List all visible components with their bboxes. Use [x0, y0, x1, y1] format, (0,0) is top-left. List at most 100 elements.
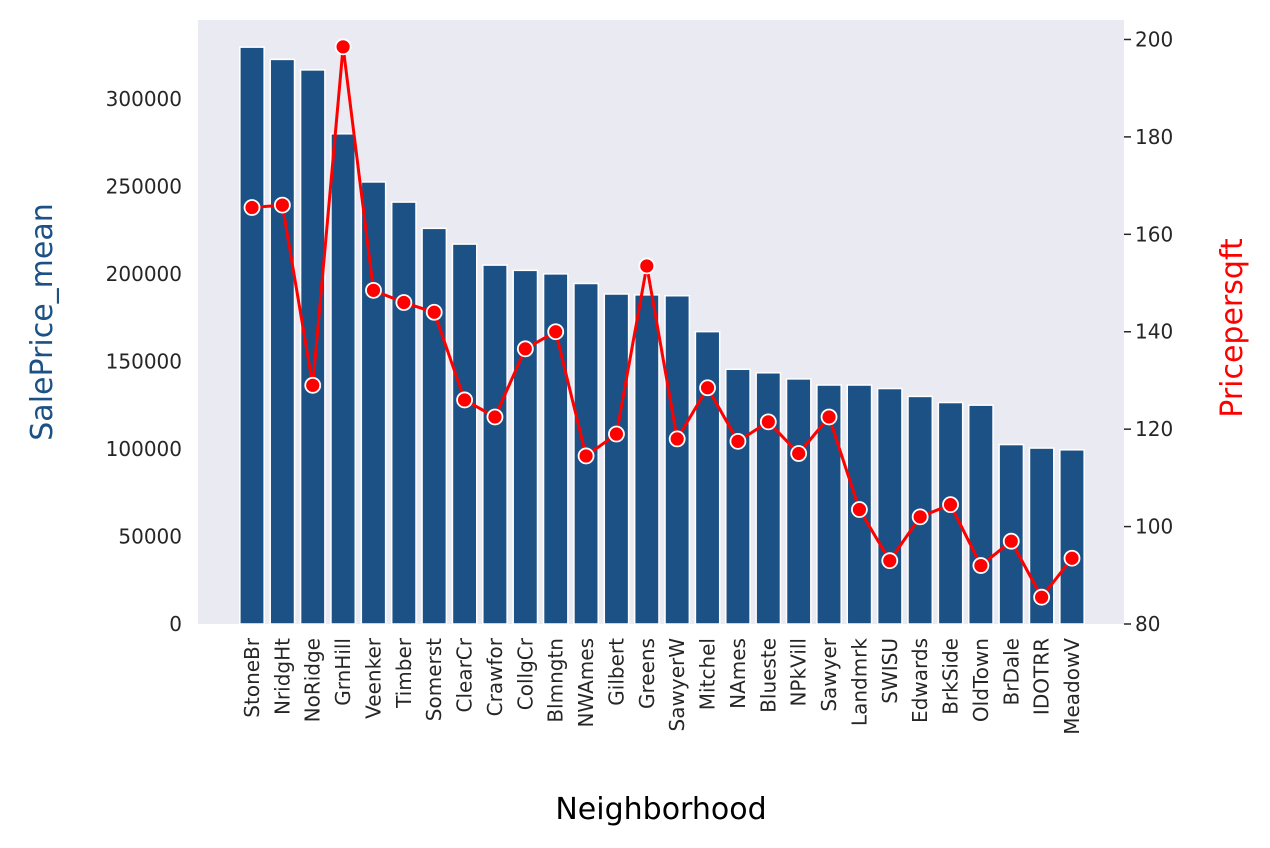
x-tick-label: Gilbert — [604, 638, 628, 706]
bar-Timber — [390, 201, 417, 625]
bars-group — [239, 46, 1085, 625]
y-tick-label: 150000 — [106, 349, 182, 373]
point-CollgCr — [516, 340, 534, 358]
bar-CollgCr — [512, 269, 539, 625]
x-axis-title: Neighborhood — [555, 792, 766, 827]
point-NPkVill — [790, 445, 808, 462]
line-series-group — [243, 38, 1081, 606]
x-tick-label: SWISU — [878, 638, 902, 704]
y2-axis-title: Pricepersqft — [1215, 238, 1250, 418]
point-Timber — [395, 294, 413, 311]
y2-tick-label: 140 — [1135, 320, 1173, 344]
point-Mitchel — [699, 379, 716, 397]
point-SawyerW — [668, 430, 686, 448]
x-tick-label: CollgCr — [513, 637, 537, 710]
x-tick-label: Mitchel — [696, 638, 720, 710]
bar-NPkVill — [785, 378, 812, 625]
x-tick-label: Veenker — [361, 637, 385, 719]
point-Sawyer — [820, 408, 838, 426]
x-tick-label: Blueste — [756, 638, 780, 713]
bar-SWISU — [876, 387, 903, 625]
point-ClearCr — [456, 391, 473, 409]
point-Blmngtn — [547, 323, 565, 341]
x-tick-label: Blmngtn — [544, 638, 568, 723]
point-Somerst — [425, 303, 443, 321]
x-tick-label: NAmes — [726, 638, 750, 709]
y-tick-label: 100000 — [106, 437, 182, 461]
y2-tick-label: 200 — [1135, 27, 1173, 51]
x-tick-label: Landmrk — [847, 638, 871, 726]
y-tick-label: 0 — [169, 612, 182, 636]
point-Greens — [638, 257, 656, 275]
y-axis-title: SalePrice_mean — [25, 203, 60, 440]
point-SWISU — [881, 552, 899, 570]
point-GrnHill — [334, 38, 352, 56]
x-tick-label: Somerst — [422, 638, 446, 721]
x-tick-label: Edwards — [908, 638, 932, 723]
x-tick-label: SawyerW — [665, 638, 689, 732]
bar-NoRidge — [299, 69, 326, 625]
x-tick-label: NridgHt — [270, 638, 294, 715]
x-tick-label: Timber — [392, 637, 416, 709]
x-tick-label: MeadowV — [1060, 638, 1084, 735]
y-tick-label: 250000 — [106, 174, 182, 198]
bar-Edwards — [907, 395, 934, 625]
point-NWAmes — [577, 447, 595, 465]
point-NoRidge — [304, 376, 322, 394]
y2-tick-label: 120 — [1135, 417, 1173, 441]
x-tick-label: IDOTRR — [1030, 638, 1054, 715]
y-tick-label: 50000 — [118, 524, 182, 548]
bar-Somerst — [421, 227, 448, 625]
bar-OldTown — [967, 404, 994, 625]
x-tick-label: BrkSide — [939, 638, 963, 715]
x-tick-label: GrnHill — [331, 638, 355, 706]
bar-MeadowV — [1059, 449, 1085, 625]
point-Gilbert — [608, 425, 625, 443]
y2-tick-label: 100 — [1135, 515, 1173, 539]
point-NridgHt — [273, 196, 291, 214]
bar-NridgHt — [269, 58, 296, 625]
bar-NAmes — [725, 368, 751, 625]
x-tick-label: OldTown — [969, 638, 993, 722]
y2-tick-label: 180 — [1135, 125, 1173, 149]
x-tick-label: StoneBr — [240, 637, 264, 717]
point-MeadowV — [1063, 549, 1081, 567]
bar-Mitchel — [694, 330, 721, 625]
x-tick-label: NWAmes — [574, 638, 598, 728]
bar-Veenker — [360, 181, 387, 625]
point-BrDale — [1002, 532, 1020, 550]
y2-tick-label: 160 — [1135, 222, 1173, 246]
y-tick-label: 200000 — [106, 262, 182, 286]
bar-SawyerW — [664, 294, 691, 625]
bar-StoneBr — [239, 46, 265, 625]
y2-tick-label: 80 — [1135, 612, 1160, 636]
bar-Crawfor — [482, 264, 508, 625]
point-Crawfor — [486, 408, 504, 426]
x-axis-ticks: StoneBr NridgHt NoRidge GrnHill Veenker Timbe… — [240, 637, 1084, 735]
bar-Greens — [633, 294, 660, 625]
y-tick-label: 300000 — [106, 87, 182, 111]
point-OldTown — [972, 557, 990, 574]
bar-BrkSide — [937, 401, 964, 625]
x-tick-label: Crawfor — [483, 637, 507, 716]
x-tick-label: Greens — [635, 638, 659, 709]
bar-Gilbert — [603, 293, 630, 625]
point-StoneBr — [243, 199, 261, 216]
point-IDOTRR — [1033, 588, 1051, 606]
x-tick-label: NPkVill — [787, 638, 811, 707]
y2-axis-ticks: 80 100 120 140 160 180 200 — [1124, 27, 1173, 636]
line-pricepersqft — [251, 45, 1074, 599]
x-tick-label: BrDale — [999, 638, 1023, 705]
x-tick-label: ClearCr — [453, 637, 477, 712]
point-Veenker — [365, 281, 382, 299]
point-Edwards — [911, 508, 929, 526]
x-tick-label: NoRidge — [301, 638, 325, 722]
bar-GrnHill — [330, 133, 357, 625]
point-Landmrk — [851, 501, 868, 518]
point-NAmes — [729, 432, 747, 450]
bar-ClearCr — [451, 243, 478, 625]
point-BrkSide — [942, 496, 959, 514]
bar-Blueste — [755, 372, 782, 625]
y-axis-ticks: 0 50000 100000 150000 200000 250000 300000 — [106, 87, 182, 636]
